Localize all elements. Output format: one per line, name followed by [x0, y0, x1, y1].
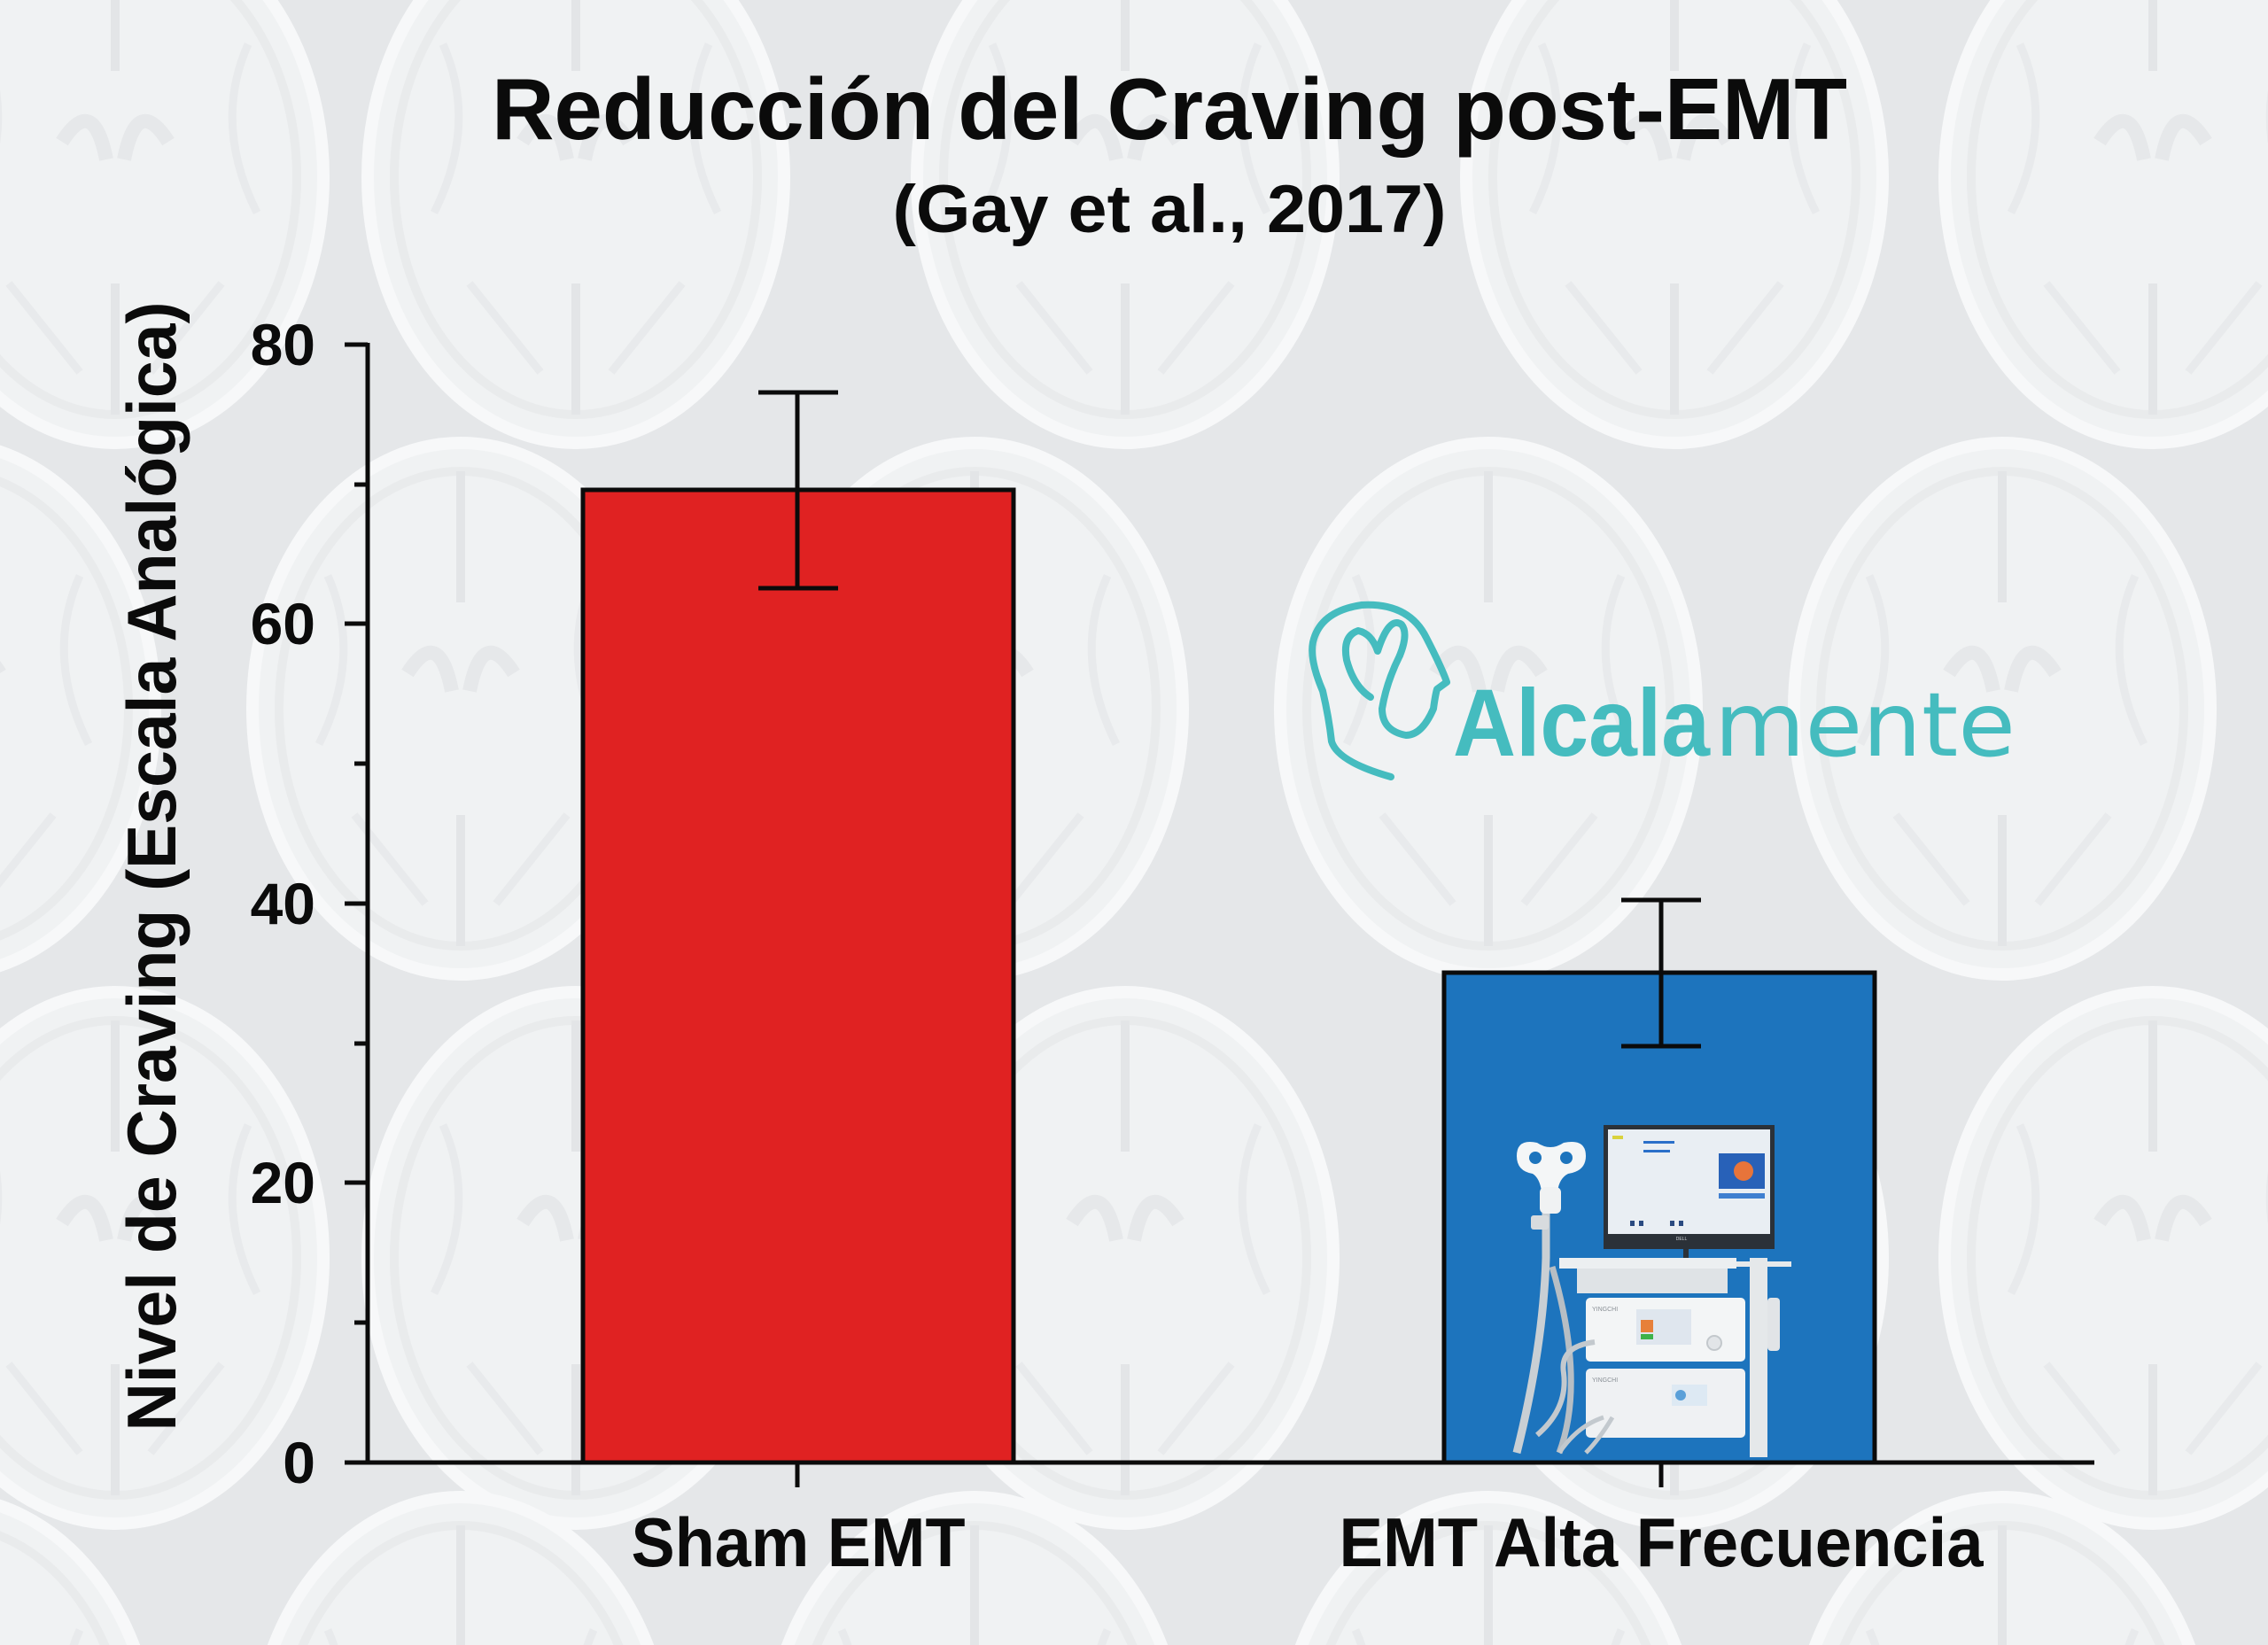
head-heart-icon	[1309, 601, 1450, 780]
device-brand-label: YINGCHI	[1592, 1307, 1618, 1313]
alcalamente-logo: Alcala mente	[1309, 601, 2016, 780]
logo-text-light: mente	[1714, 673, 2016, 777]
x-label-emt-alta-frecuencia: EMT Alta Frecuencia	[1340, 1503, 1984, 1581]
bar-sham-emt	[580, 487, 1016, 1465]
x-label-sham-emt: Sham EMT	[632, 1503, 966, 1581]
y-tick-labels: 0 20 40 60 80	[251, 312, 315, 1495]
tms-coil-icon	[1517, 1142, 1586, 1230]
error-bar-sham	[758, 390, 838, 591]
y-tick-label-60: 60	[251, 591, 315, 656]
chart-title: Reducción del Craving post-EMT	[492, 60, 1847, 158]
y-tick-label-80: 80	[251, 312, 315, 377]
y-tick-label-0: 0	[283, 1430, 315, 1495]
stimulator-unit-icon: YINGCHI	[1586, 1298, 1745, 1362]
y-tick-label-40: 40	[251, 871, 315, 936]
stimulator-unit-2-icon: YINGCHI	[1586, 1369, 1745, 1438]
logo-text-bold: Alcala	[1453, 669, 1711, 776]
tms-device-image: YINGCHI YINGCHI DELL	[1512, 1125, 1791, 1457]
device-brand-label-2: YINGCHI	[1592, 1377, 1618, 1384]
error-bar-emt	[1621, 897, 1701, 1049]
y-tick-label-20: 20	[251, 1150, 315, 1215]
chart-subtitle: (Gay et al., 2017)	[893, 172, 1447, 247]
monitor-brand-label: DELL	[1676, 1237, 1688, 1242]
monitor-icon	[1604, 1125, 1775, 1260]
y-axis-label: Nivel de Craving (Escala Analógica)	[113, 302, 190, 1432]
